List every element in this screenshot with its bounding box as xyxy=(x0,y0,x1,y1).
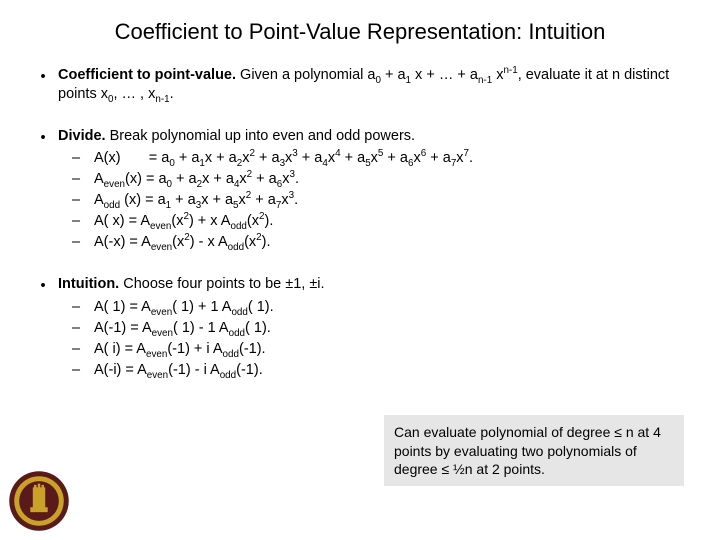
sub-item: Aeven(x) = a0 + a2x + a4x2 + a6x3. xyxy=(94,169,692,190)
bullet-2-sublist: –A(x) = a0 + a1x + a2x2 + a3x3 + a4x4 + … xyxy=(58,148,692,253)
sub-item: A(x) = a0 + a1x + a2x2 + a3x3 + a4x4 + a… xyxy=(94,148,692,169)
bullet-1-text: Coefficient to point-value. Given a poly… xyxy=(58,66,692,105)
sub-item: A(-1) = Aeven( 1) - 1 Aodd( 1). xyxy=(94,318,692,339)
sub-item: A( x) = Aeven(x2) + x Aodd(x2). xyxy=(94,211,692,232)
bullet-2-text: Divide. Break polynomial up into even an… xyxy=(58,127,692,254)
callout-box: Can evaluate polynomial of degree ≤ n at… xyxy=(384,415,684,486)
sub-item: Aodd (x) = a1 + a3x + a5x2 + a7x3. xyxy=(94,190,692,211)
bullet-3: • Intuition. Choose four points to be ±1… xyxy=(28,275,692,381)
bullet-marker: • xyxy=(28,127,58,254)
bullet-3-sublist: –A( 1) = Aeven( 1) + 1 Aodd( 1). –A(-1) … xyxy=(58,297,692,381)
sub-item: A(-x) = Aeven(x2) - x Aodd(x2). xyxy=(94,232,692,253)
sub-item: A(-i) = Aeven(-1) - i Aodd(-1). xyxy=(94,360,692,381)
bullet-3-text: Intuition. Choose four points to be ±1, … xyxy=(58,275,692,381)
university-seal-icon xyxy=(8,470,70,532)
slide-title: Coefficient to Point-Value Representatio… xyxy=(28,18,692,46)
bullet-marker: • xyxy=(28,275,58,381)
sub-item: A( 1) = Aeven( 1) + 1 Aodd( 1). xyxy=(94,297,692,318)
bullet-2: • Divide. Break polynomial up into even … xyxy=(28,127,692,254)
bullet-1: • Coefficient to point-value. Given a po… xyxy=(28,66,692,105)
sub-item: A( i) = Aeven(-1) + i Aodd(-1). xyxy=(94,339,692,360)
bullet-marker: • xyxy=(28,66,58,105)
